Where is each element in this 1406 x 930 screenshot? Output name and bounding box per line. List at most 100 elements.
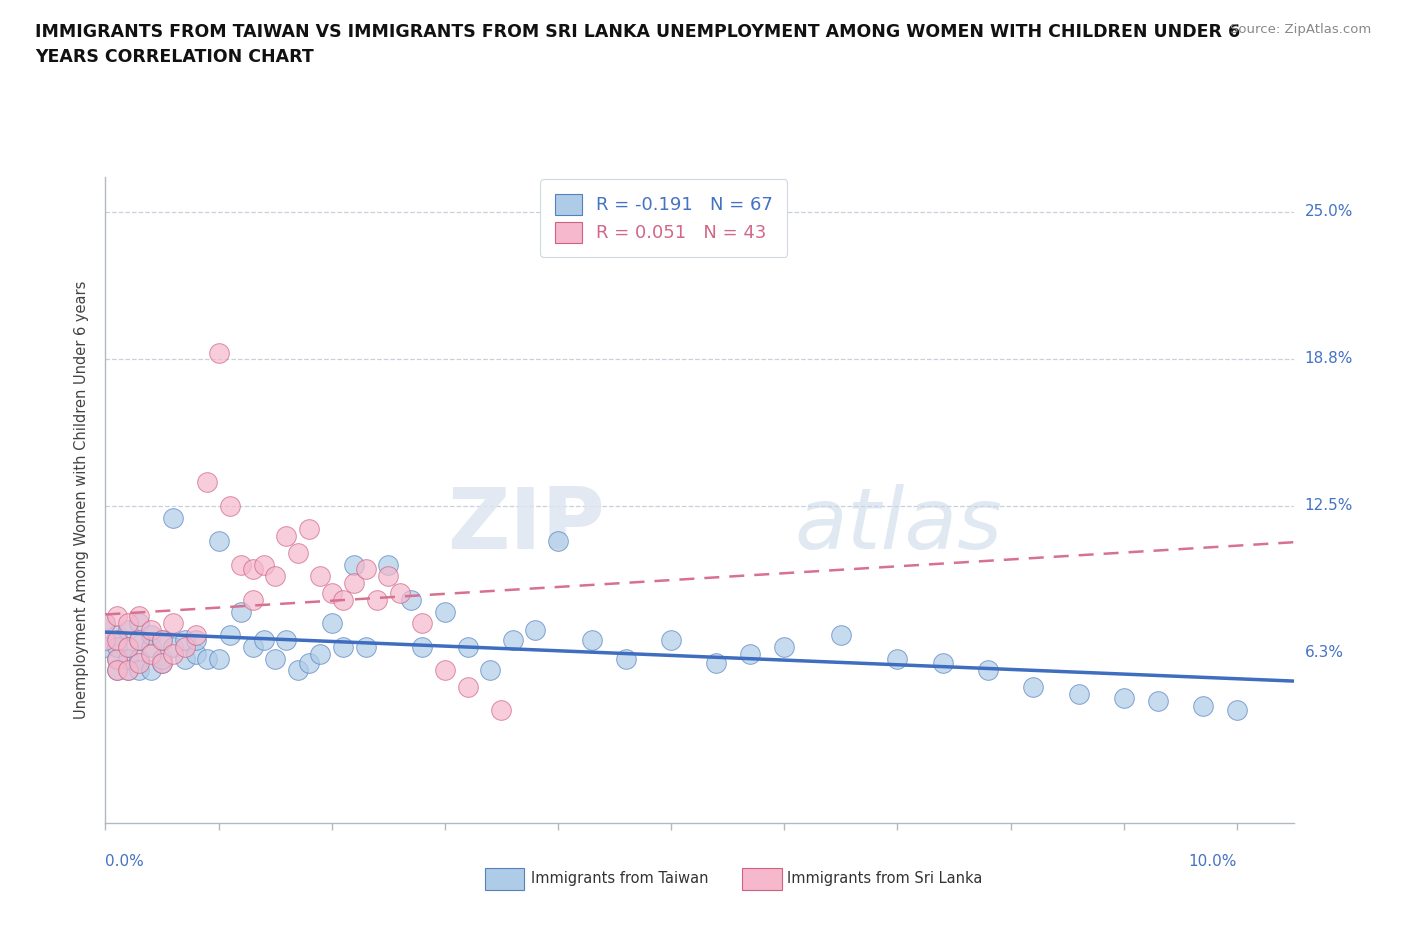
Point [411, 616, 433, 631]
Point [105, 651, 128, 666]
Point [105, 632, 128, 647]
Point [298, 656, 321, 671]
Text: YEARS CORRELATION CHART: YEARS CORRELATION CHART [35, 48, 314, 66]
Point [150, 656, 173, 671]
Point [184, 632, 207, 647]
Legend: R = -0.191   N = 67, R = 0.051   N = 43: R = -0.191 N = 67, R = 0.051 N = 43 [540, 179, 787, 257]
Point [1226, 703, 1249, 718]
Point [105, 651, 128, 666]
Text: Immigrants from Taiwan: Immigrants from Taiwan [531, 871, 709, 886]
Point [139, 623, 162, 638]
Text: 10.0%: 10.0% [1188, 854, 1237, 869]
Point [706, 656, 728, 671]
Point [139, 663, 162, 678]
Point [343, 576, 366, 591]
Point [547, 534, 569, 549]
Text: atlas: atlas [794, 485, 1002, 567]
Point [479, 663, 502, 678]
Point [242, 562, 264, 577]
Point [117, 616, 139, 631]
Point [388, 585, 411, 600]
Point [977, 663, 1000, 678]
Point [433, 663, 456, 678]
Point [1146, 694, 1168, 709]
Point [1112, 691, 1135, 706]
Point [105, 663, 128, 678]
Point [253, 632, 276, 647]
Point [491, 703, 513, 718]
Point [94, 616, 117, 631]
Point [139, 639, 162, 654]
Point [264, 569, 287, 584]
Point [117, 663, 139, 678]
Point [830, 628, 852, 643]
Point [195, 651, 218, 666]
Point [173, 639, 195, 654]
Point [105, 639, 128, 654]
Point [457, 639, 479, 654]
Point [128, 632, 150, 647]
Point [207, 346, 229, 361]
Point [264, 651, 287, 666]
Point [287, 663, 309, 678]
Point [117, 623, 139, 638]
Point [184, 628, 207, 643]
Point [321, 616, 343, 631]
Point [298, 522, 321, 537]
Point [276, 529, 298, 544]
Point [253, 557, 276, 572]
Point [309, 569, 332, 584]
Point [94, 616, 117, 631]
Text: 18.8%: 18.8% [1305, 352, 1353, 366]
Point [162, 510, 184, 525]
Point [411, 639, 433, 654]
Point [377, 557, 399, 572]
Point [219, 628, 242, 643]
Point [162, 646, 184, 661]
Point [433, 604, 456, 619]
Point [932, 656, 955, 671]
Point [139, 646, 162, 661]
Text: ZIP: ZIP [447, 485, 605, 567]
Point [150, 656, 173, 671]
Point [105, 628, 128, 643]
Text: 6.3%: 6.3% [1305, 645, 1344, 660]
Point [195, 475, 218, 490]
Point [94, 639, 117, 654]
Point [276, 632, 298, 647]
Point [207, 651, 229, 666]
Point [366, 592, 388, 607]
Point [502, 632, 524, 647]
Point [162, 639, 184, 654]
Point [94, 632, 117, 647]
Point [1067, 686, 1090, 701]
Text: 25.0%: 25.0% [1305, 205, 1353, 219]
Point [117, 651, 139, 666]
Point [207, 534, 229, 549]
Point [162, 616, 184, 631]
Point [354, 562, 377, 577]
Point [524, 623, 547, 638]
Point [117, 663, 139, 678]
Point [117, 639, 139, 654]
Point [287, 545, 309, 560]
Point [105, 609, 128, 624]
Point [1192, 698, 1215, 713]
Point [219, 498, 242, 513]
Point [377, 569, 399, 584]
Point [309, 646, 332, 661]
Point [128, 656, 150, 671]
Point [105, 663, 128, 678]
Point [581, 632, 603, 647]
Text: 12.5%: 12.5% [1305, 498, 1353, 513]
Point [399, 592, 422, 607]
Point [242, 592, 264, 607]
Point [242, 639, 264, 654]
Point [1022, 679, 1045, 694]
Y-axis label: Unemployment Among Women with Children Under 6 years: Unemployment Among Women with Children U… [75, 281, 90, 719]
Point [150, 651, 173, 666]
Point [184, 646, 207, 661]
Point [343, 557, 366, 572]
Point [128, 616, 150, 631]
Point [740, 646, 762, 661]
